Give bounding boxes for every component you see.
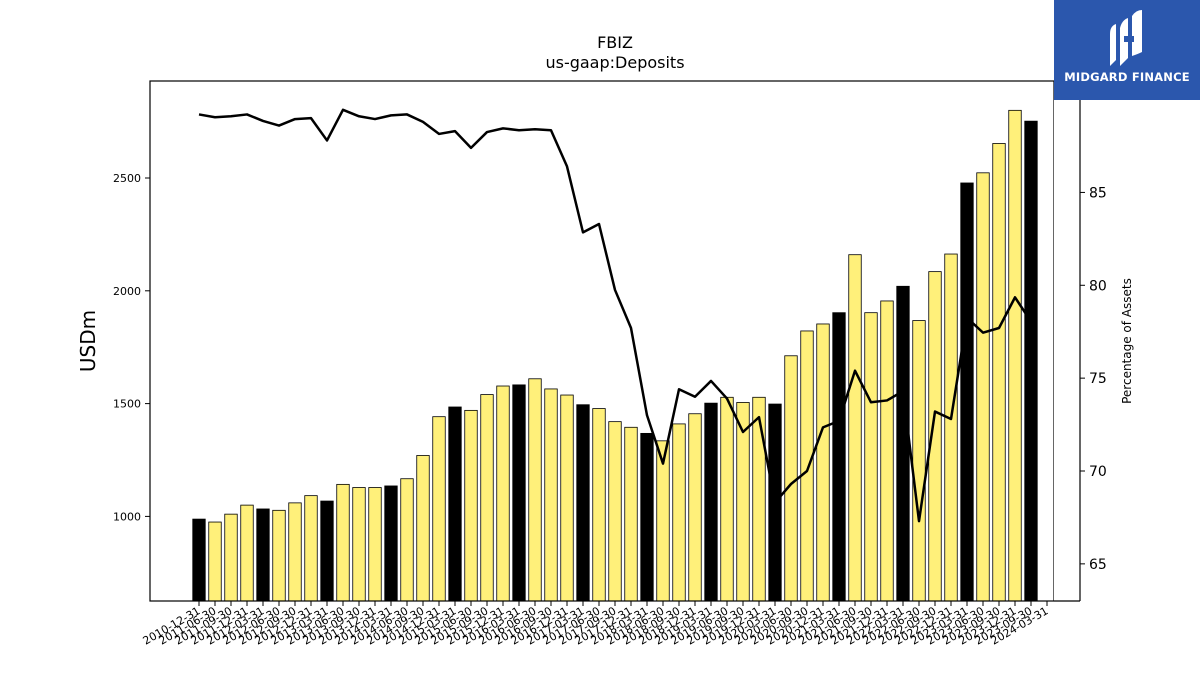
bar-42 [864, 312, 878, 602]
bar-38 [800, 330, 814, 602]
right-ticks-layer: 65 70 75 80 85 [1054, 80, 1107, 602]
bar-17 [464, 409, 478, 602]
bar-1 [208, 521, 222, 602]
bar-13 [400, 478, 414, 602]
bar-4 [256, 508, 270, 602]
bar-6 [288, 502, 302, 602]
bar-5 [272, 509, 286, 602]
bar-27 [624, 426, 638, 602]
bar-43 [880, 300, 894, 602]
y-axis-label-right-visible: Percentage of Assets [1120, 278, 1134, 404]
bar-50 [992, 143, 1006, 602]
y-tick-label-right-1: 70 [1089, 464, 1107, 480]
bar-31 [688, 413, 702, 602]
bar-21 [528, 378, 542, 602]
bar-51 [1008, 109, 1022, 602]
bar-18 [480, 394, 494, 602]
bar-26 [608, 421, 622, 602]
y-tick-label-right-4: 85 [1089, 185, 1107, 201]
bar-52 [1024, 120, 1038, 602]
chart: FBIZ us-gaap:Deposits 100015002000250020… [76, 33, 1054, 648]
bar-47 [944, 253, 958, 602]
chart-title: FBIZ [597, 33, 633, 52]
bar-16 [448, 406, 462, 602]
bar-28 [640, 432, 654, 602]
y-tick-label-right-0: 65 [1089, 557, 1107, 573]
bar-40 [832, 312, 846, 602]
bar-44 [896, 285, 910, 602]
line-series-percentage [198, 108, 1033, 523]
logo-text: MIDGARD FINANCE [1064, 70, 1190, 84]
bar-35 [752, 396, 766, 602]
bar-29 [656, 440, 670, 602]
bar-0 [192, 518, 206, 602]
bar-32 [704, 402, 718, 602]
bar-45 [912, 320, 926, 602]
bar-48 [960, 182, 974, 602]
midgard-logo-icon [1110, 10, 1142, 66]
bar-7 [304, 495, 318, 602]
bar-14 [416, 455, 430, 602]
bar-37 [784, 355, 798, 602]
bar-2 [224, 513, 238, 602]
bar-11 [368, 487, 382, 602]
company-logo: MIDGARD FINANCE [1054, 0, 1200, 100]
bar-41 [848, 254, 862, 602]
bars-layer [192, 109, 1038, 602]
plot-frame [149, 80, 1054, 602]
bar-3 [240, 504, 254, 602]
bar-33 [720, 396, 734, 602]
bar-12 [384, 485, 398, 602]
bar-10 [352, 487, 366, 602]
bar-15 [432, 416, 446, 602]
y-axis-label-left: USDm [76, 310, 100, 372]
bar-49 [976, 172, 990, 602]
line-layer [198, 108, 1033, 523]
bar-22 [544, 388, 558, 602]
y-tick-label-left-2: 2000 [113, 285, 141, 298]
bar-24 [576, 404, 590, 602]
chart-subtitle: us-gaap:Deposits [545, 53, 684, 72]
bar-8 [320, 500, 334, 602]
y-tick-label-right-2: 75 [1089, 371, 1107, 387]
bar-19 [496, 385, 510, 602]
bar-30 [672, 423, 686, 602]
y-tick-label-left-0: 1000 [113, 510, 141, 523]
y-tick-label-right-3: 80 [1089, 278, 1107, 294]
bar-9 [336, 483, 350, 602]
bar-23 [560, 394, 574, 602]
bar-39 [816, 323, 830, 602]
bar-20 [512, 384, 526, 602]
y-tick-label-left-1: 1500 [113, 398, 141, 411]
y-tick-label-left-3: 2500 [113, 172, 141, 185]
bar-25 [592, 408, 606, 602]
